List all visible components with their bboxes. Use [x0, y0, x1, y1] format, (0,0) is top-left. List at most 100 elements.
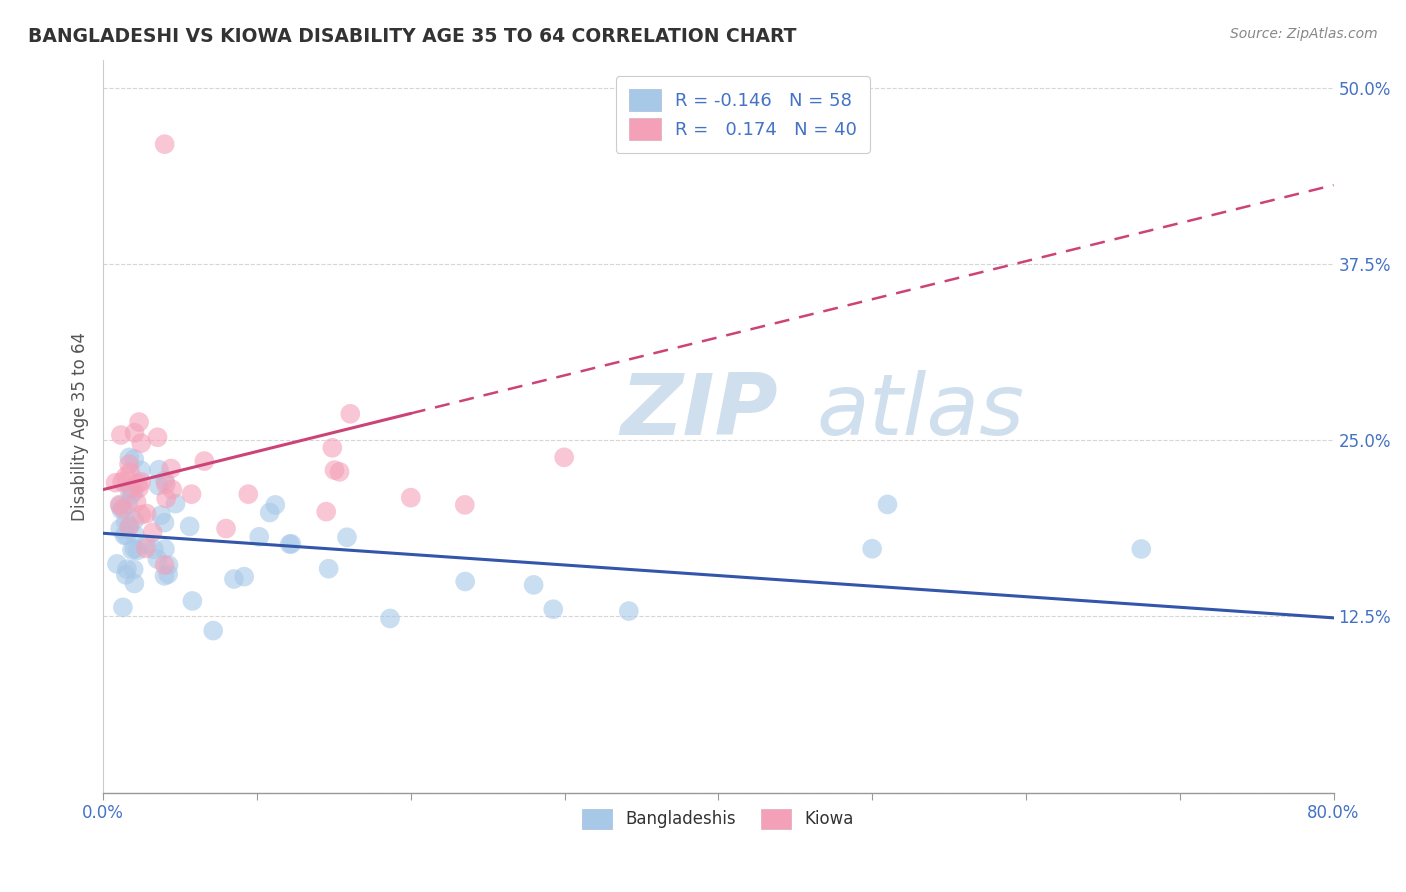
Point: [146, 430, 169, 444]
Point: [135, 507, 157, 521]
Point: [124, 576, 146, 591]
Point: [111, 600, 134, 615]
Point: [541, 602, 564, 616]
Point: [127, 543, 149, 558]
Point: [321, 441, 343, 455]
Text: atlas: atlas: [817, 370, 1025, 453]
Point: [110, 428, 132, 442]
Point: [115, 567, 138, 582]
Point: [142, 525, 165, 540]
Legend: Bangladeshis, Kiowa: Bangladeshis, Kiowa: [576, 802, 860, 836]
Point: [179, 519, 201, 533]
Point: [150, 508, 173, 523]
Point: [129, 475, 152, 489]
Point: [112, 528, 135, 542]
Point: [233, 569, 256, 583]
Point: [318, 562, 340, 576]
Point: [165, 497, 187, 511]
Point: [114, 515, 136, 529]
Point: [135, 541, 157, 556]
Text: ZIP: ZIP: [620, 370, 778, 453]
Point: [180, 487, 202, 501]
Point: [617, 604, 640, 618]
Point: [135, 537, 157, 551]
Point: [118, 520, 141, 534]
Point: [128, 481, 150, 495]
Point: [122, 452, 145, 467]
Text: BANGLADESHI VS KIOWA DISABILITY AGE 35 TO 64 CORRELATION CHART: BANGLADESHI VS KIOWA DISABILITY AGE 35 T…: [28, 27, 797, 45]
Point: [124, 541, 146, 556]
Point: [148, 463, 170, 477]
Point: [259, 506, 281, 520]
Point: [115, 562, 138, 576]
Point: [122, 485, 145, 500]
Point: [378, 611, 401, 625]
Text: Source: ZipAtlas.com: Source: ZipAtlas.com: [1230, 27, 1378, 41]
Point: [876, 497, 898, 511]
Point: [120, 465, 142, 479]
Point: [115, 528, 138, 542]
Point: [124, 425, 146, 440]
Point: [153, 542, 176, 557]
Point: [118, 457, 141, 471]
Point: [280, 537, 302, 551]
Point: [222, 572, 245, 586]
Point: [247, 530, 270, 544]
Point: [118, 519, 141, 533]
Point: [160, 461, 183, 475]
Point: [124, 513, 146, 527]
Point: [181, 594, 204, 608]
Point: [120, 488, 142, 502]
Point: [111, 475, 134, 489]
Point: [264, 498, 287, 512]
Point: [1130, 541, 1153, 556]
Point: [155, 491, 177, 506]
Point: [160, 483, 183, 497]
Point: [523, 578, 546, 592]
Point: [860, 541, 883, 556]
Point: [125, 495, 148, 509]
Point: [117, 498, 139, 512]
Point: [114, 469, 136, 483]
Point: [142, 542, 165, 557]
Point: [129, 508, 152, 522]
Point: [454, 498, 477, 512]
Point: [278, 537, 301, 551]
Point: [122, 562, 145, 576]
Point: [110, 502, 132, 516]
Point: [215, 522, 238, 536]
Point: [193, 454, 215, 468]
Point: [157, 558, 180, 572]
Point: [104, 475, 127, 490]
Point: [129, 436, 152, 450]
Point: [155, 477, 177, 491]
Point: [118, 483, 141, 498]
Point: [328, 465, 350, 479]
Point: [148, 478, 170, 492]
Point: [339, 407, 361, 421]
Point: [153, 474, 176, 488]
Point: [108, 522, 131, 536]
Point: [399, 491, 422, 505]
Y-axis label: Disability Age 35 to 64: Disability Age 35 to 64: [72, 332, 89, 521]
Point: [336, 530, 359, 544]
Point: [454, 574, 477, 589]
Point: [112, 501, 135, 516]
Point: [315, 505, 337, 519]
Point: [153, 569, 176, 583]
Point: [124, 528, 146, 542]
Point: [121, 543, 143, 558]
Point: [118, 450, 141, 465]
Point: [128, 415, 150, 429]
Point: [238, 487, 260, 501]
Point: [105, 557, 128, 571]
Point: [153, 558, 176, 572]
Point: [153, 516, 176, 530]
Point: [129, 463, 152, 477]
Point: [127, 476, 149, 491]
Point: [108, 498, 131, 512]
Point: [157, 567, 180, 582]
Point: [323, 463, 346, 477]
Point: [120, 482, 142, 496]
Point: [146, 552, 169, 566]
